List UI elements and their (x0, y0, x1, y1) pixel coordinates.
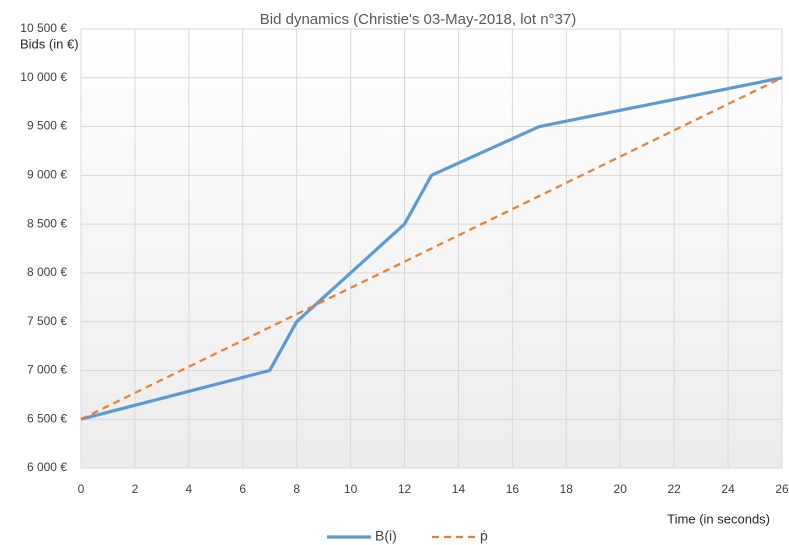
x-axis-label: Time (in seconds) (667, 511, 770, 526)
y-tick-label: 7 500 € (27, 314, 67, 328)
y-tick-label: 6 500 € (27, 411, 67, 425)
x-tick-label: 22 (667, 482, 681, 496)
x-tick-label: 16 (506, 482, 520, 496)
x-tick-label: 24 (721, 482, 735, 496)
x-tick-label: 6 (239, 482, 246, 496)
x-tick-label: 14 (452, 482, 466, 496)
x-tick-label: 2 (132, 482, 139, 496)
series-line (80, 76, 783, 421)
x-tick-label: 10 (344, 482, 358, 496)
x-tick-label: 4 (186, 482, 193, 496)
y-tick-label: 10 000 € (20, 70, 67, 84)
x-tick-label: 8 (293, 482, 300, 496)
x-tick-label: 18 (560, 482, 574, 496)
y-tick-label: 9 500 € (27, 119, 67, 133)
x-tick-label: 20 (614, 482, 628, 496)
legend-label: B(i) (375, 528, 397, 544)
y-tick-label: 6 000 € (27, 460, 67, 474)
chart-title: Bid dynamics (Christie's 03-May-2018, lo… (260, 11, 577, 28)
y-tick-label: 8 500 € (27, 216, 67, 230)
y-tick-label: 10 500 € (20, 21, 67, 35)
y-tick-label: 8 000 € (27, 265, 67, 279)
y-tick-label: 9 000 € (27, 168, 67, 182)
x-tick-label: 26 (775, 482, 789, 496)
x-tick-label: 12 (398, 482, 412, 496)
legend-label: ṗ (480, 528, 488, 544)
y-axis-label: Bids (in €) (20, 36, 79, 51)
series-line (80, 76, 783, 421)
x-tick-label: 0 (78, 482, 85, 496)
y-tick-label: 7 000 € (27, 363, 67, 377)
